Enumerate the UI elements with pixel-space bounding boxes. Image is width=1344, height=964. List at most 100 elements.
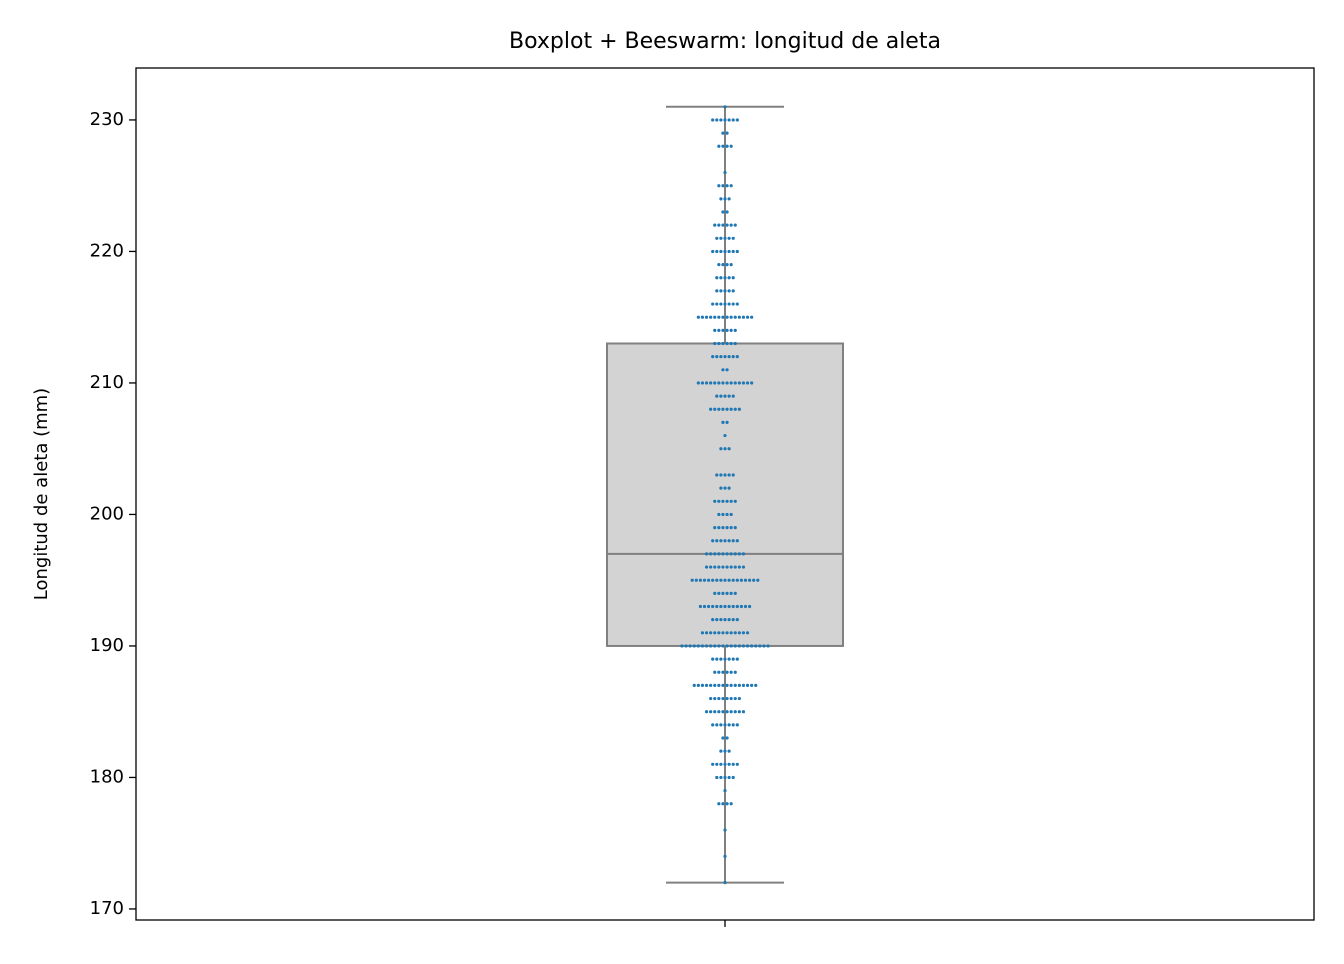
swarm-point	[735, 578, 739, 582]
swarm-point	[727, 749, 731, 753]
swarm-point	[723, 355, 727, 359]
swarm-point	[750, 381, 754, 385]
swarm-point	[713, 631, 717, 635]
swarm-point	[709, 381, 713, 385]
swarm-point	[723, 118, 727, 122]
swarm-point	[717, 644, 721, 648]
swarm-point	[729, 683, 733, 688]
swarm-point	[721, 341, 725, 346]
swarm-point	[711, 118, 715, 122]
swarm-point	[735, 539, 739, 543]
swarm-point	[727, 618, 731, 622]
swarm-point	[735, 604, 739, 609]
swarm-point	[723, 578, 727, 582]
y-tick-label: 230	[90, 109, 124, 130]
swarm-point	[733, 710, 737, 714]
swarm-point	[745, 631, 750, 635]
swarm-point	[750, 315, 754, 319]
swarm-point	[704, 315, 709, 319]
swarm-point	[719, 578, 723, 582]
swarm-point	[715, 118, 719, 122]
swarm-point	[723, 394, 727, 398]
swarm-point	[741, 315, 746, 319]
swarm-point	[715, 249, 719, 254]
y-tick-label: 220	[90, 240, 124, 261]
swarm-point	[719, 762, 723, 766]
swarm-point	[731, 289, 735, 293]
swarm-point	[723, 486, 727, 490]
swarm-point	[733, 223, 737, 227]
swarm-point	[715, 302, 719, 306]
swarm-point	[731, 762, 735, 766]
swarm-point	[731, 118, 735, 122]
swarm-point	[723, 854, 727, 858]
swarm-point	[741, 552, 746, 556]
swarm-point	[725, 802, 729, 806]
swarm-point	[733, 670, 737, 674]
swarm-point	[725, 210, 729, 214]
swarm-point	[723, 302, 727, 306]
swarm-point	[709, 315, 713, 319]
swarm-point	[719, 276, 723, 280]
swarm-point	[725, 184, 729, 188]
swarm-point	[729, 696, 733, 701]
swarm-point	[717, 696, 721, 701]
swarm-point	[729, 407, 733, 411]
swarm-point	[766, 644, 770, 648]
swarm-point	[741, 565, 746, 569]
swarm-point	[733, 696, 737, 701]
swarm-point	[704, 381, 709, 385]
swarm-point	[692, 683, 696, 688]
swarm-point	[727, 276, 731, 280]
swarm-point	[733, 499, 737, 503]
swarm-point	[727, 236, 731, 240]
swarm-point	[709, 696, 713, 701]
swarm-point	[719, 289, 723, 293]
swarm-point	[719, 723, 723, 727]
swarm-point	[684, 644, 688, 648]
swarm-point	[725, 407, 729, 411]
swarm-point	[731, 394, 735, 398]
swarm-point	[733, 381, 737, 385]
swarm-point	[737, 315, 741, 319]
swarm-point	[731, 236, 735, 240]
swarm-point	[711, 723, 715, 727]
swarm-point	[721, 210, 725, 214]
swarm-point	[709, 710, 713, 714]
swarm-point	[721, 710, 725, 714]
swarm-point	[727, 249, 731, 254]
swarm-point	[735, 657, 739, 661]
swarm-point	[721, 696, 725, 701]
swarm-point	[690, 578, 694, 582]
swarm-point	[750, 644, 754, 648]
y-tick-label: 190	[90, 635, 124, 656]
swarm-point	[719, 539, 723, 543]
swarm-point	[717, 341, 721, 346]
swarm-point	[731, 618, 735, 622]
swarm-point	[713, 683, 717, 688]
swarm-point	[735, 723, 739, 727]
swarm-point	[715, 723, 719, 727]
swarm-point	[713, 696, 717, 701]
swarm-point	[729, 381, 733, 385]
swarm-point	[756, 578, 760, 582]
swarm-point	[733, 591, 737, 595]
swarm-point	[745, 683, 750, 688]
swarm-point	[711, 539, 715, 543]
swarm-point	[737, 683, 741, 688]
swarm-point	[709, 565, 713, 569]
swarm-point	[721, 525, 725, 530]
swarm-point	[721, 144, 725, 148]
swarm-point	[723, 775, 727, 780]
swarm-point	[725, 736, 729, 740]
swarm-point	[731, 539, 735, 543]
swarm-point	[733, 525, 737, 530]
swarm-point	[696, 315, 700, 319]
swarm-point	[723, 762, 727, 766]
swarm-point	[719, 486, 723, 490]
swarm-point	[717, 407, 721, 411]
swarm-point	[700, 631, 705, 635]
swarm-point	[727, 355, 731, 359]
swarm-point	[717, 499, 721, 503]
swarm-point	[721, 631, 725, 635]
